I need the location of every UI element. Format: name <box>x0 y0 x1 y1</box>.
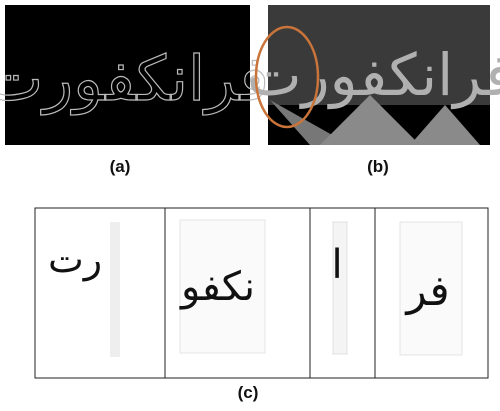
caption-c: (c) <box>238 383 259 402</box>
panel-b-background <box>268 5 490 105</box>
panel-a-image <box>5 5 250 145</box>
panel-b-shadow <box>410 105 480 145</box>
segment-3: ا <box>331 242 342 288</box>
caption-a: (a) <box>110 157 131 176</box>
segment-2: نكفو <box>179 264 255 310</box>
segment-1: رت <box>48 237 102 281</box>
segment-4: فر <box>404 266 449 315</box>
highlight-ellipse <box>254 25 320 129</box>
segment-page <box>332 221 348 355</box>
panel-b-word: فرانكفورت <box>247 41 500 110</box>
segment-page-edge <box>110 222 120 357</box>
caption-b: (b) <box>367 157 389 176</box>
segment-page <box>179 219 266 354</box>
panel-a-word: فرانكفورت <box>0 42 269 115</box>
panel-b-shadow <box>320 95 420 145</box>
panel-b-shadow <box>270 100 350 145</box>
segment-page <box>399 221 463 356</box>
